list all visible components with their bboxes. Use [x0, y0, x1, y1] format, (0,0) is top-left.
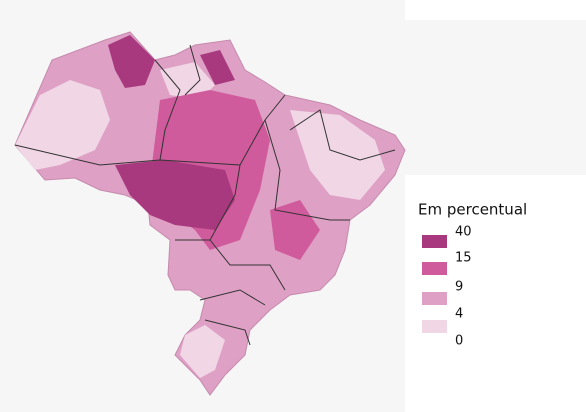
border [204, 319, 251, 346]
border [289, 109, 396, 161]
mid-region [270, 200, 320, 260]
legend-swatch [422, 262, 447, 275]
legend-label: 0 [455, 334, 463, 349]
dark-region [115, 160, 235, 230]
legend-label: 4 [455, 307, 463, 322]
border [175, 164, 241, 241]
border [209, 239, 286, 291]
legend-swatch [422, 235, 447, 248]
legend-label: 40 [455, 225, 472, 240]
dark-region [200, 50, 235, 85]
border [199, 289, 266, 306]
legend-swatch [422, 320, 447, 333]
light-region [180, 325, 225, 378]
brazil-map [14, 31, 406, 396]
legend-label: 9 [455, 280, 463, 295]
light-region [290, 110, 385, 200]
state-borders [14, 44, 396, 346]
legend-swatch [422, 292, 447, 305]
border [14, 144, 241, 166]
legend-title: Em percentual [418, 201, 527, 219]
light-region [160, 62, 215, 100]
top-panel [405, 0, 586, 20]
border [154, 59, 181, 161]
light-region [15, 80, 110, 170]
legend-label: 15 [455, 251, 472, 266]
border [184, 44, 201, 96]
dark-region [108, 35, 155, 88]
border [264, 119, 350, 221]
